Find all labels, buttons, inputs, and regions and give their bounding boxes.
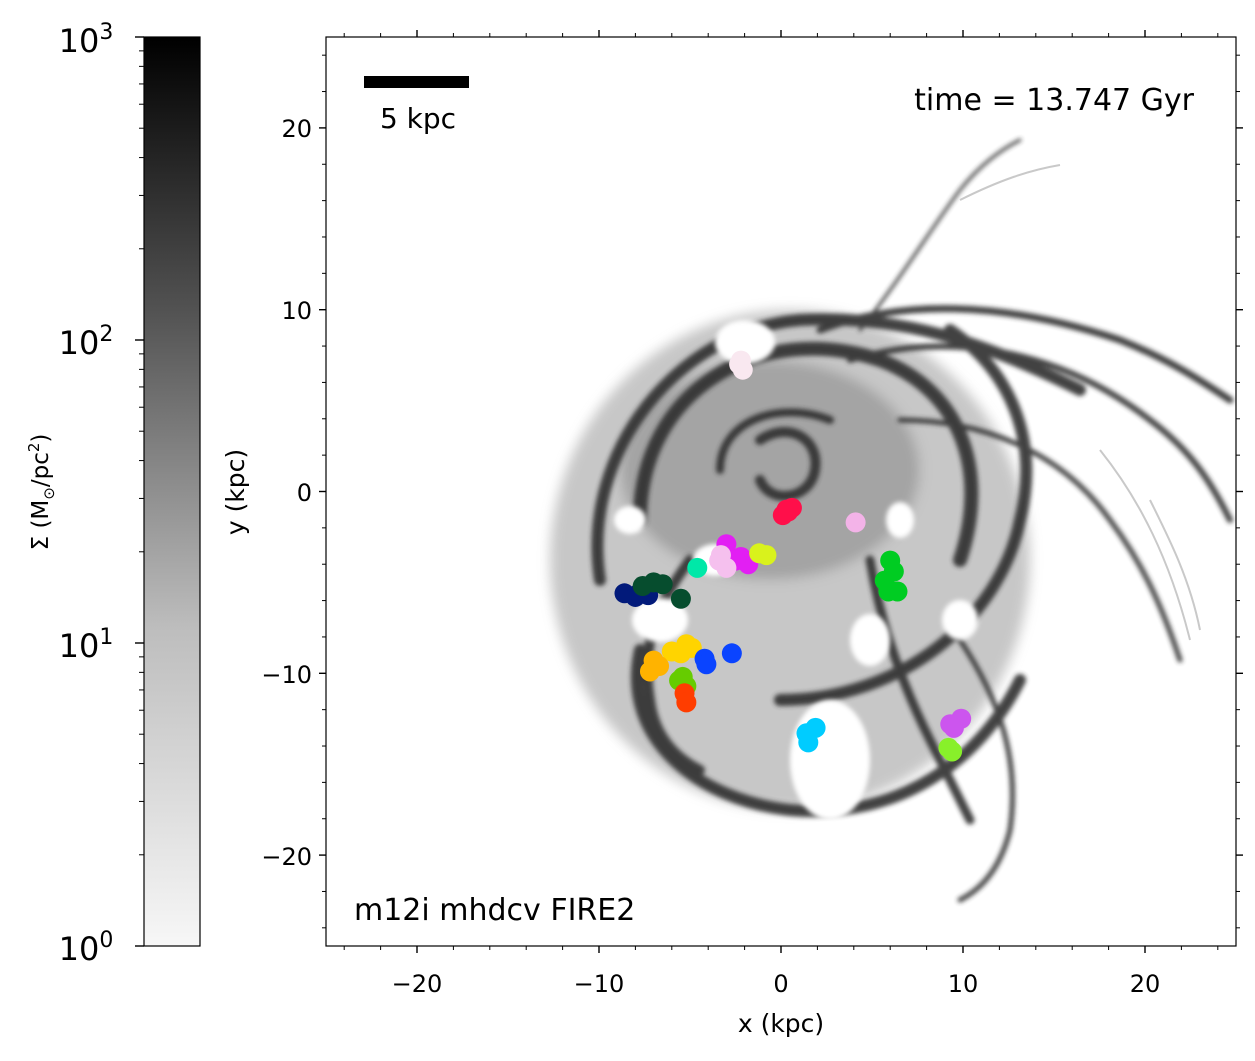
scale-bar-label: 5 kpc [380,102,456,135]
svg-text:101: 101 [59,625,114,665]
y-tick-label: 20 [281,115,312,143]
y-tick-label: 0 [297,479,312,507]
cluster-point [942,741,963,762]
colorbar-tick-label-2: 102 [59,322,114,362]
colorbar-label: Σ (M⊙/pc2) [25,434,58,551]
x-tick-label: 10 [948,970,979,998]
cluster-point [798,732,819,753]
gas-density-map [550,138,1234,903]
x-tick-label: −10 [574,970,625,998]
x-tick-label: −20 [392,970,443,998]
cluster-point [652,574,673,595]
colorbar: 100 101 102 103 Σ (M⊙/pc2) [25,20,201,968]
svg-text:102: 102 [59,322,114,362]
cluster-point [756,545,777,566]
colorbar-gradient [143,36,201,947]
colorbar-tick-label-3: 103 [59,20,114,60]
cluster-point [709,550,730,571]
colorbar-tick-label-0: 100 [59,928,114,968]
cluster-point [687,557,708,578]
svg-text:103: 103 [59,20,114,60]
x-tick-label: 0 [773,970,788,998]
cluster-point [845,512,866,533]
cluster-point [878,581,899,602]
cluster-point [696,654,717,675]
cluster-point [670,588,691,609]
plot-area: −20 −10 0 10 20 −20 −10 0 10 20 x (kpc) … [221,30,1243,1038]
cluster-point [649,656,670,677]
scale-bar [364,76,469,88]
cluster-point [661,641,682,662]
colorbar-tick-label-1: 101 [59,625,114,665]
x-tick-label: 20 [1130,970,1161,998]
cluster-point [676,692,697,713]
svg-text:100: 100 [59,928,114,968]
time-annotation: time = 13.747 Gyr [914,83,1194,118]
star-clusters [614,350,972,762]
cluster-point [672,666,693,687]
cluster-point [778,501,799,522]
x-axis-label: x (kpc) [738,1009,824,1038]
y-axis-label: y (kpc) [221,449,250,535]
cluster-point [943,717,964,738]
y-tick-label: −20 [261,843,312,871]
y-tick-label: −10 [261,661,312,689]
y-tick-label: 10 [281,297,312,325]
cluster-point [721,643,742,664]
axis-ticks [319,30,1243,953]
run-annotation: m12i mhdcv FIRE2 [354,893,635,928]
colorbar-ticks [135,36,144,947]
cluster-point [729,354,750,375]
